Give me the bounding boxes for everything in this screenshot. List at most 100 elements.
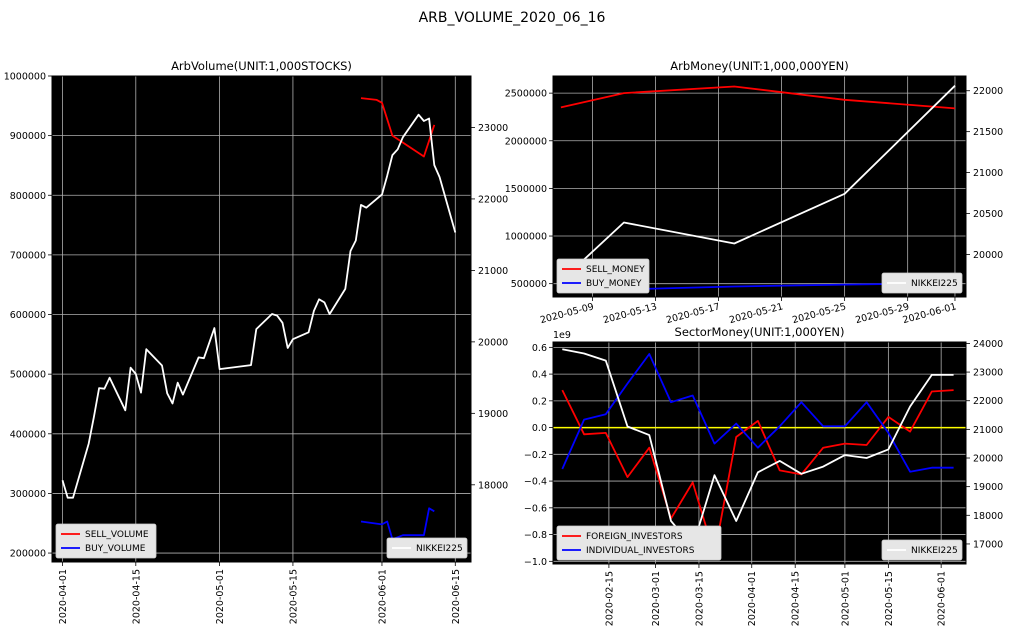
y-left-tick-label: 400000	[10, 429, 46, 440]
y-left-tick-label: 2500000	[505, 89, 547, 100]
y-right-tick-label: 21500	[973, 127, 1003, 138]
x-tick-label: 2020-04-01	[58, 569, 69, 624]
legend-label: SELL_VOLUME	[85, 530, 149, 540]
legend-label: NIKKEI225	[911, 279, 958, 289]
x-tick-label: 2020-03-01	[651, 571, 662, 626]
y-left-tick-label: 2000000	[505, 136, 547, 147]
legend-box	[556, 525, 722, 561]
y-left-tick-label: 1500000	[505, 184, 547, 195]
series-line-foreign-investors	[561, 389, 954, 556]
legend-right: NIKKEI225	[881, 539, 963, 561]
x-tick-label: 2020-04-01	[747, 571, 758, 626]
y-left-tick-label: 500000	[511, 279, 547, 290]
legend-box	[881, 539, 963, 561]
chart-title: SectorMoney(UNIT:1,000YEN)	[675, 325, 845, 339]
series-line-sell-volume	[360, 97, 436, 158]
y-right-tick-label: 21000	[973, 425, 1003, 436]
y-left-tick-label: 600000	[10, 310, 46, 321]
y-right-tick-label: 17000	[973, 539, 1003, 550]
x-tick-label: 2020-05-17	[665, 301, 721, 326]
y-right-tick-label: 22000	[973, 396, 1003, 407]
y-right-tick-label: 22000	[478, 194, 508, 205]
x-tick-label: 2020-04-15	[131, 569, 142, 624]
y-left-tick-label: −1.0	[524, 557, 547, 568]
legend-right: NIKKEI225	[881, 272, 963, 294]
chart-panel-2: ArbMoney(UNIT:1,000,000YEN) 500000 1000000…	[505, 59, 1004, 326]
series-line-nikkei225	[562, 348, 954, 548]
y-left-tick-label: 300000	[10, 489, 46, 500]
x-tick-label: 2020-05-15	[884, 571, 895, 626]
y-right-tick-label: 20500	[973, 209, 1003, 220]
y-right-tick-label: 22000	[973, 86, 1003, 97]
x-tick-label: 2020-05-01	[840, 571, 851, 626]
legend-box	[55, 523, 157, 559]
legend-box	[386, 537, 468, 559]
y-right-tick-label: 20000	[478, 337, 508, 348]
y-left-tick-label: 500000	[10, 370, 46, 381]
y-left-tick-label: −0.6	[524, 503, 547, 514]
y-left-tick-label: 0.0	[532, 423, 547, 434]
x-tick-label: 2020-05-15	[288, 569, 299, 624]
figure-title: ARB_VOLUME_2020_06_16	[419, 10, 606, 26]
y-left-tick-label: 0.2	[532, 396, 547, 407]
axis-offset-label: 1e9	[553, 330, 571, 341]
plot-frame	[552, 75, 967, 298]
y-left-tick-label: 700000	[10, 250, 46, 261]
y-left-tick-label: 800000	[10, 191, 46, 202]
y-left-tick-label: −0.8	[524, 530, 547, 541]
x-tick-label: 2020-05-29	[854, 301, 910, 326]
x-tick-label: 2020-03-15	[694, 571, 705, 626]
chart-title: ArbMoney(UNIT:1,000,000YEN)	[670, 59, 848, 73]
y-left-tick-label: 0.4	[532, 370, 547, 381]
series-line-sell-money	[560, 85, 956, 110]
y-right-tick-label: 18000	[478, 480, 508, 491]
legend-left: SELL_MONEY BUY_MONEY	[556, 258, 650, 294]
y-right-tick-label: 24000	[973, 339, 1003, 350]
legend-box	[881, 272, 963, 294]
y-left-tick-label: 200000	[10, 549, 46, 560]
y-right-tick-label: 21000	[478, 266, 508, 277]
plot-area	[52, 76, 471, 562]
legend-label: INDIVIDUAL_INVESTORS	[586, 546, 695, 556]
series-line-nikkei225	[61, 113, 457, 499]
y-right-tick-label: 21000	[973, 168, 1003, 179]
y-left-tick-label: 1000000	[4, 72, 46, 83]
y-right-tick-label: 23000	[973, 368, 1003, 379]
y-right-tick-label: 18000	[973, 511, 1003, 522]
plot-frame	[552, 341, 967, 565]
legend-box	[556, 258, 650, 294]
x-tick-label: 2020-06-01	[902, 301, 958, 326]
legend-left: FOREIGN_INVESTORS INDIVIDUAL_INVESTORS	[556, 525, 722, 561]
y-left-tick-label: −0.2	[524, 450, 547, 461]
plot-frame	[51, 75, 472, 563]
x-tick-label: 2020-06-01	[937, 571, 948, 626]
y-right-tick-label: 20000	[973, 250, 1003, 261]
legend-label: NIKKEI225	[416, 544, 463, 554]
x-tick-label: 2020-05-01	[215, 569, 226, 624]
x-tick-label: 2020-05-25	[791, 301, 847, 326]
y-right-tick-label: 23000	[478, 123, 508, 134]
legend-label: FOREIGN_INVESTORS	[586, 532, 683, 542]
x-tick-label: 2020-04-15	[791, 571, 802, 626]
chart-panel-1: ArbVolume(UNIT:1,000STOCKS) 200000 300000 4…	[4, 59, 509, 624]
y-left-tick-label: 900000	[10, 131, 46, 142]
y-right-tick-label: 19000	[478, 409, 508, 420]
series-line-nikkei225	[560, 85, 956, 282]
y-left-tick-label: −0.4	[524, 477, 547, 488]
x-tick-label: 2020-02-15	[604, 571, 615, 626]
chart-panel-3: SectorMoney(UNIT:1,000YEN) 1e9 −1.0 −0.8 −0.…	[524, 325, 1003, 626]
y-right-tick-label: 19000	[973, 482, 1003, 493]
y-left-tick-label: 1000000	[505, 232, 547, 243]
x-tick-label: 2020-05-21	[728, 301, 784, 326]
legend-left: SELL_VOLUME BUY_VOLUME	[55, 523, 157, 559]
legend-label: BUY_VOLUME	[85, 544, 146, 554]
legend-label: SELL_MONEY	[586, 265, 645, 275]
x-tick-label: 2020-06-01	[377, 569, 388, 624]
x-tick-label: 2020-05-13	[602, 301, 658, 326]
series-line-individual-investors	[561, 353, 954, 473]
legend-label: NIKKEI225	[911, 546, 958, 556]
series-line-buy-volume	[360, 507, 435, 541]
legend-right: NIKKEI225	[386, 537, 468, 559]
chart-title: ArbVolume(UNIT:1,000STOCKS)	[171, 59, 352, 73]
